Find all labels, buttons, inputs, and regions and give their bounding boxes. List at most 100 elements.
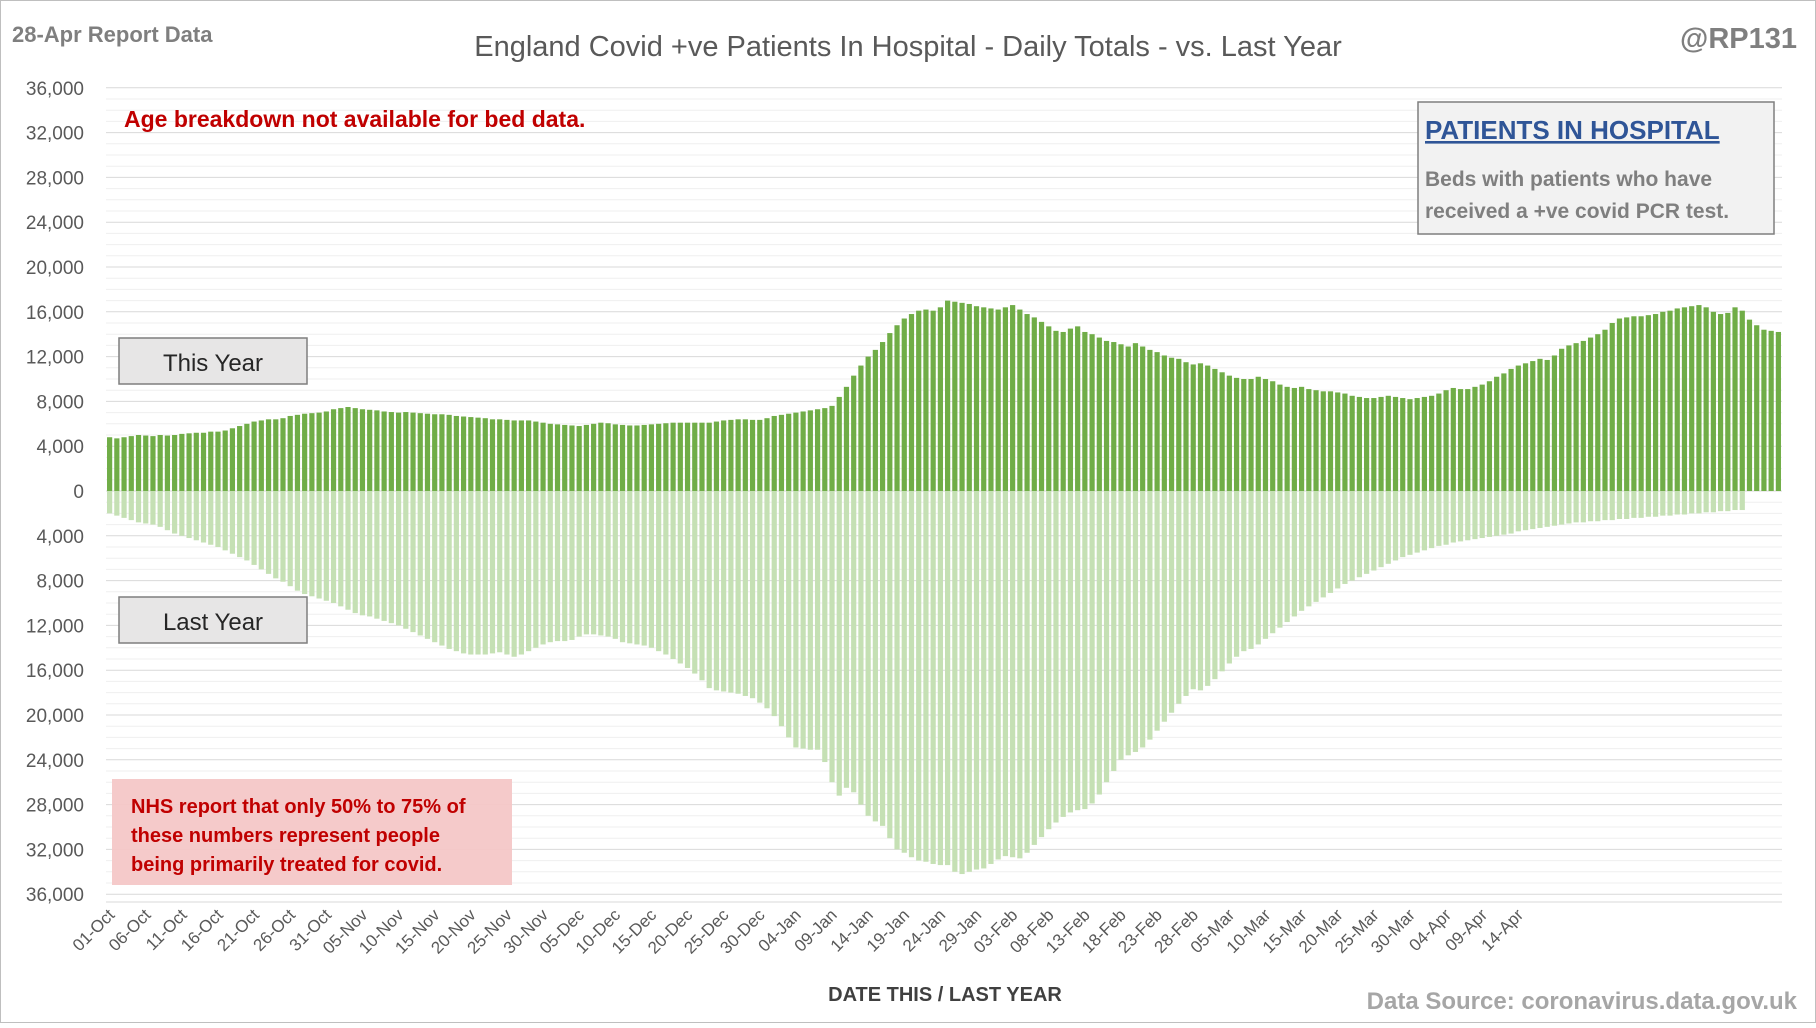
bar-this-year [1046,326,1052,491]
bar-this-year [1522,363,1529,491]
bar-this-year [1096,337,1102,491]
bar-last-year [1609,491,1615,521]
bar-last-year [684,491,691,668]
bar-this-year [1609,323,1615,491]
bar-last-year [598,491,604,636]
bar-last-year [1132,491,1139,752]
bar-this-year [215,431,221,491]
bar-this-year [1494,376,1500,491]
bar-this-year [1024,314,1030,491]
bar-last-year [265,491,272,574]
bar-this-year [273,419,279,491]
bar-last-year [721,491,727,692]
bar-last-year [410,491,416,633]
bar-last-year [1046,491,1052,830]
bar-last-year [836,491,842,796]
bar-last-year [1140,491,1146,748]
bar-this-year [648,424,655,491]
last-year-label: Last Year [163,609,263,636]
bar-this-year [453,415,459,491]
bar-this-year [591,423,597,491]
bar-last-year [995,491,1001,860]
bar-this-year [410,412,416,491]
bar-last-year [302,491,308,595]
bar-this-year [475,417,481,491]
bar-last-year [1587,491,1594,522]
bar-this-year [345,407,351,491]
bar-last-year [988,491,994,864]
bar-last-year [923,491,929,862]
bar-this-year [424,413,431,491]
bar-this-year [930,310,936,491]
bar-this-year [1262,379,1269,491]
bar-this-year [1356,396,1362,491]
bar-this-year [1652,314,1659,491]
bar-last-year [1154,491,1160,731]
bar-last-year [619,491,626,643]
bar-this-year [229,428,236,491]
bar-last-year [1674,491,1680,515]
bar-last-year [526,491,532,652]
bar-this-year [1587,337,1594,491]
bar-this-year [1313,390,1319,491]
bar-last-year [937,491,943,866]
bar-last-year [612,491,618,639]
y-tick-label: 0 [73,482,84,503]
bar-last-year [1147,491,1153,740]
last-year-label-box: Last Year [118,596,308,644]
bar-last-year [1595,491,1601,522]
bar-this-year [901,318,907,491]
y-tick-label: 36,000 [26,79,84,100]
bar-last-year [1233,491,1240,657]
author-handle: @RP131 [1680,23,1797,55]
y-tick-label: 28,000 [26,796,84,817]
nhs-note-line: being primarily treated for covid. [131,854,442,876]
bar-this-year [1060,331,1066,491]
bar-last-year [1111,491,1117,771]
bar-last-year [1356,491,1362,578]
bar-last-year [1183,491,1189,696]
bar-this-year [280,418,286,491]
bar-this-year [1233,377,1240,491]
bar-this-year [966,303,972,491]
bar-this-year [1371,398,1377,491]
y-tick-label: 12,000 [26,348,84,369]
age-note: Age breakdown not available for bed data… [124,106,585,132]
bar-last-year [930,491,936,864]
bar-this-year [1327,391,1334,491]
bar-last-year [771,491,777,717]
bar-last-year [1385,491,1391,564]
bar-last-year [1551,491,1558,526]
bar-last-year [1689,491,1695,514]
bar-this-year [381,411,387,491]
y-tick-label: 28,000 [26,168,84,189]
bar-last-year [713,491,720,691]
data-source: Data Source: coronavirus.data.gov.uk [1367,988,1798,1015]
bar-last-year [367,491,373,617]
bar-last-year [1515,491,1521,532]
bar-last-year [1060,491,1066,817]
bar-last-year [1421,491,1427,551]
bar-this-year [749,419,756,491]
bar-last-year [1168,491,1175,713]
bar-this-year [504,419,510,491]
bar-last-year [164,491,170,531]
bar-last-year [172,491,178,534]
bar-last-year [699,491,705,681]
bar-this-year [706,422,712,491]
bar-last-year [330,491,337,603]
bar-last-year [251,491,257,565]
bar-this-year [887,333,893,491]
bar-this-year [670,422,676,491]
bar-last-year [1407,491,1413,555]
bar-last-year [872,491,878,822]
bar-this-year [598,422,604,491]
bar-this-year [1241,379,1247,491]
bar-this-year [1768,330,1774,491]
bar-last-year [1320,491,1326,598]
bar-last-year [1284,491,1290,623]
bar-last-year [1494,491,1500,536]
bar-this-year [237,426,243,491]
chart-title: England Covid +ve Patients In Hospital -… [474,31,1342,63]
